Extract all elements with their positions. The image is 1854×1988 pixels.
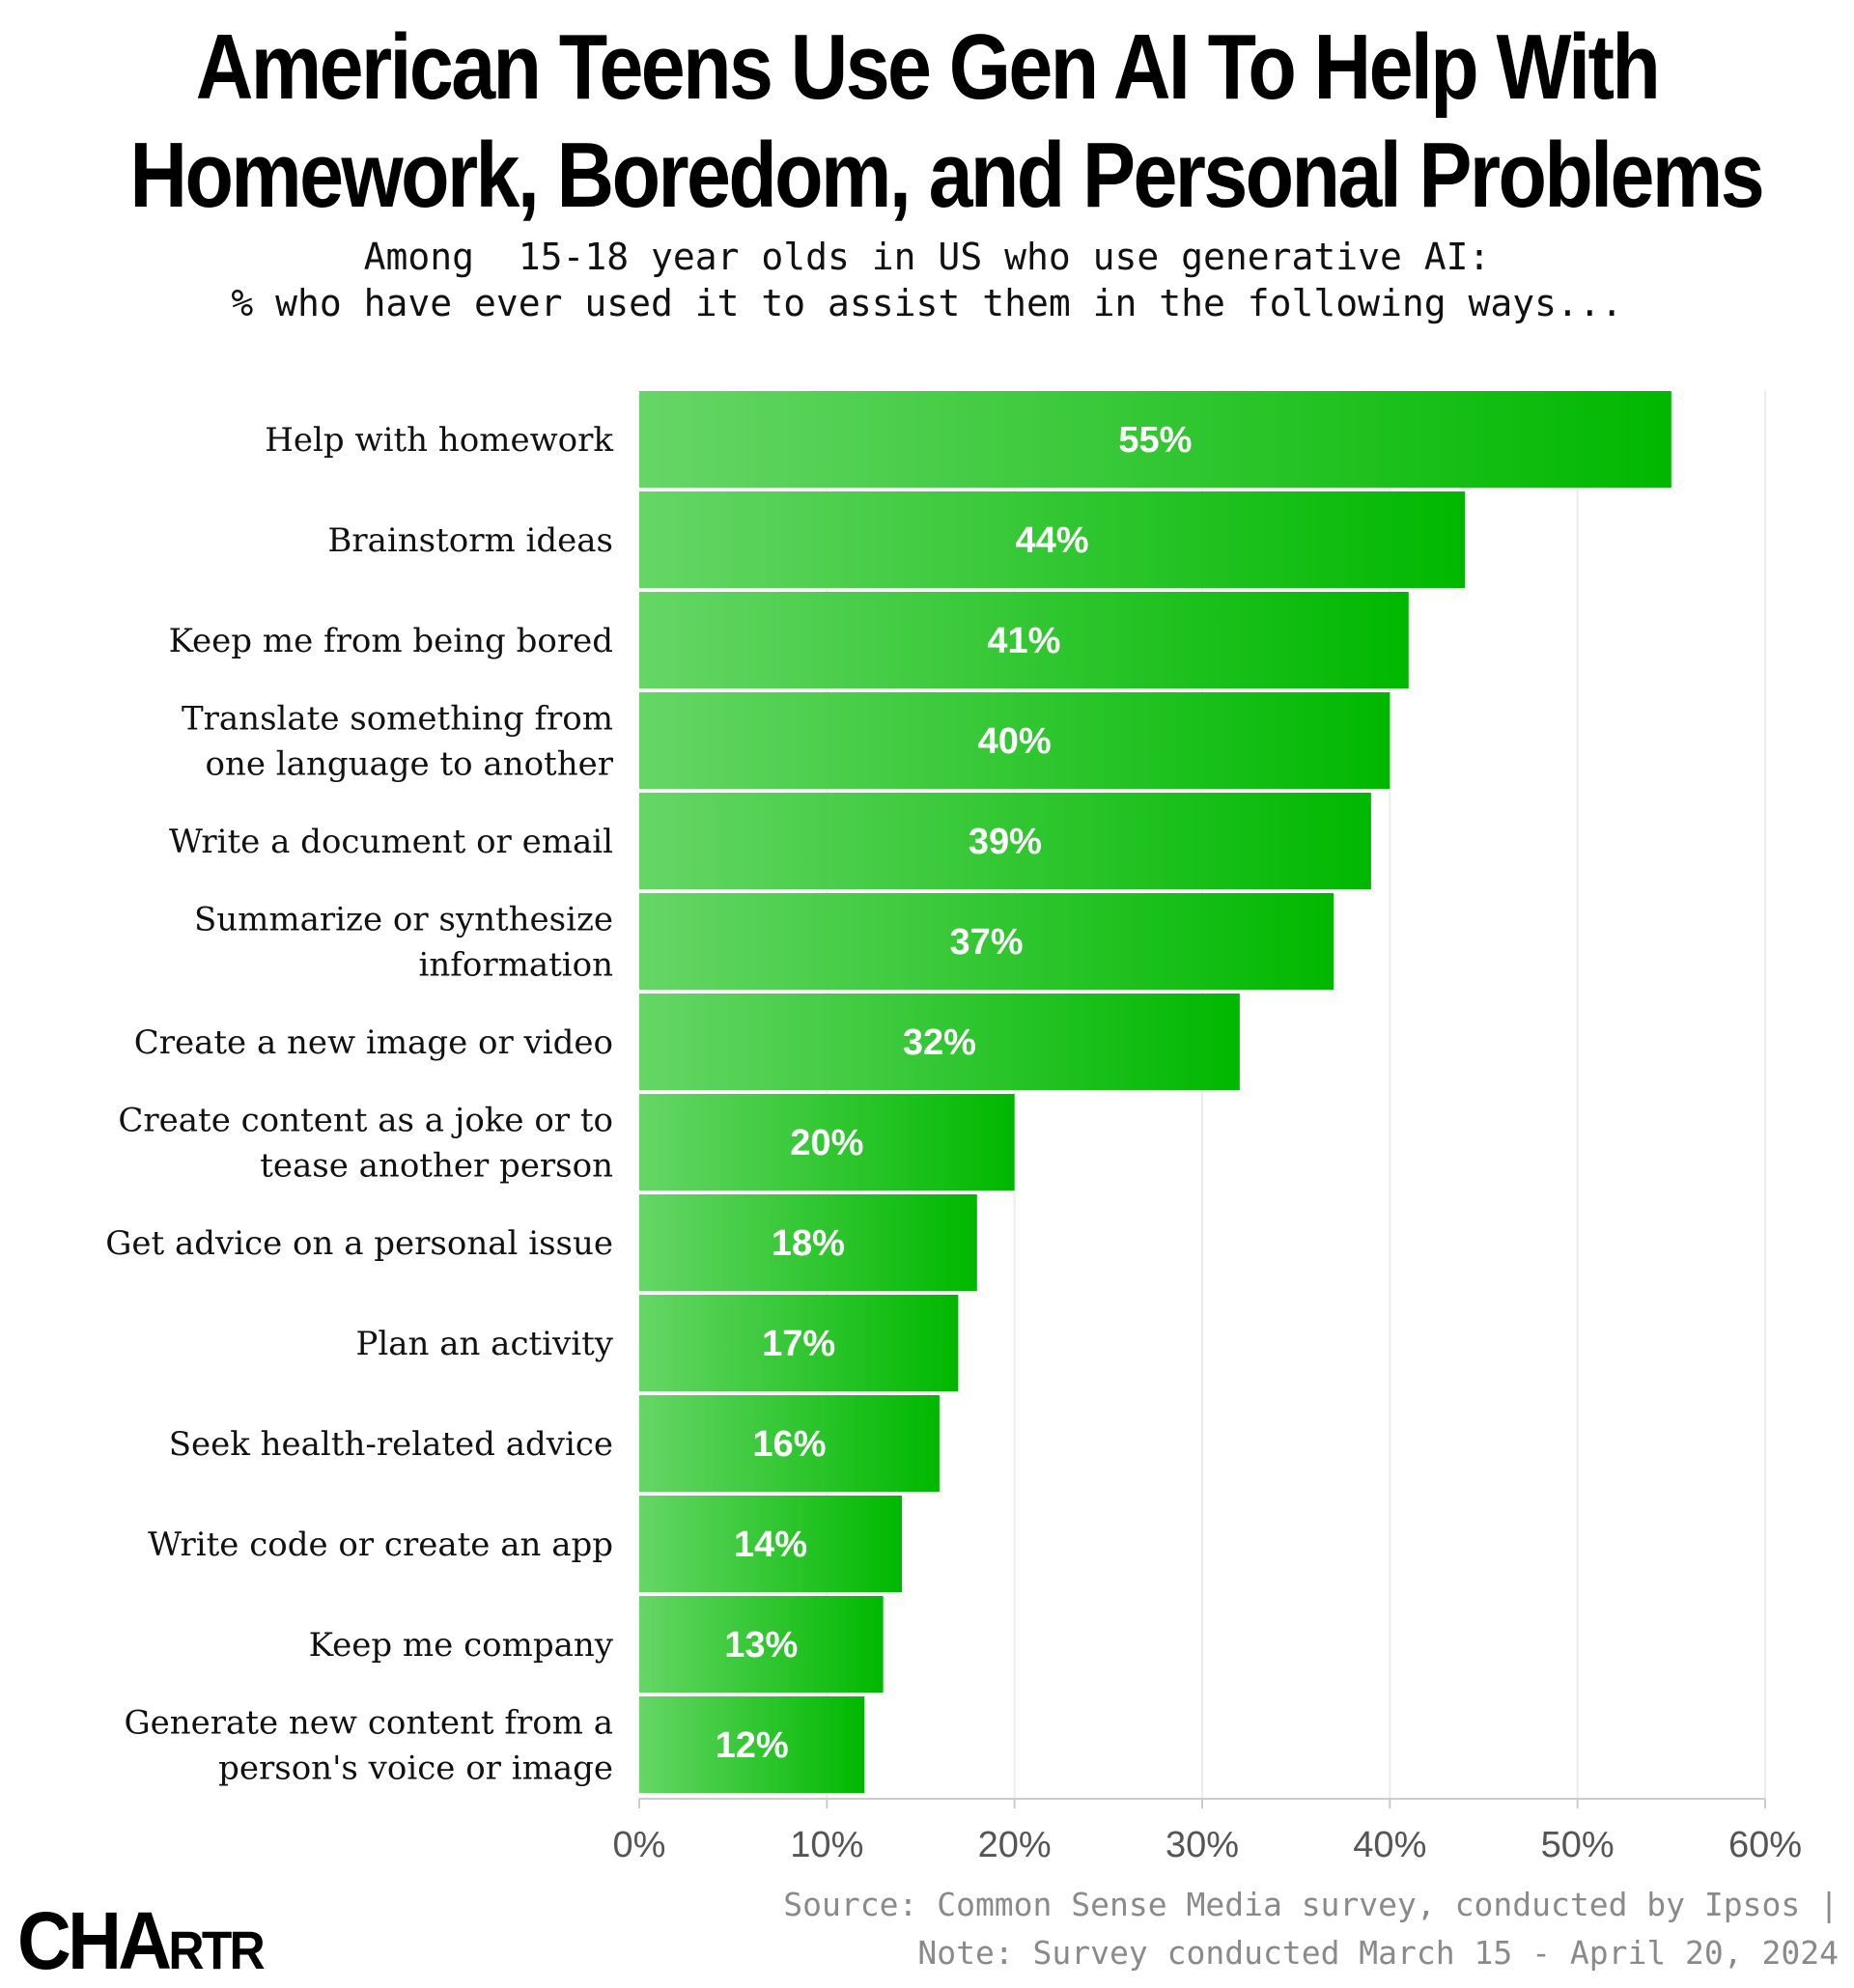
bar-chart: 55% 44% 41% 40% 39% 37% 32% 20% 18% 17% 16% 14% 13% 1… — [105, 391, 1802, 1865]
chart-title-line-1: American Teens Use Gen AI To Help With — [195, 15, 1661, 119]
x-tick-label-20: 20% — [978, 1825, 1052, 1865]
category-label-11: Write code or create an app — [148, 1526, 613, 1564]
bar-value-label-11: 14% — [734, 1525, 807, 1565]
category-label-5-line-0: Summarize or synthesize — [194, 901, 613, 939]
category-label-3-line-0: Translate something from — [182, 700, 613, 739]
category-label-7-line-0: Create content as a joke or to — [118, 1102, 613, 1140]
chart-subtitle: Among 15-18 year olds in US who use gene… — [0, 234, 1854, 326]
x-tick-label-0: 0% — [613, 1825, 666, 1865]
logo-text-small: RTR — [168, 1919, 265, 1980]
bar-value-label-1: 44% — [1016, 520, 1089, 561]
category-label-0: Help with homework — [265, 421, 613, 460]
chartr-logo: CHARTR — [17, 1894, 266, 1988]
bar-value-label-13: 12% — [716, 1725, 789, 1766]
category-label-9: Plan an activity — [355, 1325, 613, 1363]
bar-value-label-4: 39% — [969, 822, 1042, 862]
x-tick-label-50: 50% — [1541, 1825, 1615, 1865]
chart-title: American Teens Use Gen AI To Help With H… — [129, 14, 1764, 230]
bar-value-label-2: 41% — [987, 621, 1060, 661]
category-label-7-line-1: tease another person — [260, 1147, 613, 1186]
bar-8 — [639, 1194, 977, 1291]
category-label-5-line-1: information — [419, 946, 614, 985]
bar-4 — [639, 793, 1371, 889]
bar-5 — [639, 893, 1334, 990]
bar-value-label-9: 17% — [762, 1324, 835, 1364]
bar-value-label-7: 20% — [790, 1123, 863, 1163]
category-label-13-line-1: person's voice or image — [218, 1750, 613, 1788]
note-line: Note: Survey conducted March 15 - April … — [917, 1934, 1839, 1972]
bar-value-label-8: 18% — [772, 1223, 845, 1264]
x-axis: 0% 10% 20% 30% 40% 50% 60% — [613, 1798, 1802, 1865]
x-tick-label-10: 10% — [790, 1825, 863, 1865]
source-line: Source: Common Sense Media survey, condu… — [783, 1886, 1839, 1923]
bar-12 — [639, 1596, 884, 1693]
chart-subtitle-line-1: Among 15-18 year olds in US who use gene… — [363, 236, 1491, 278]
category-label-10: Seek health-related advice — [169, 1425, 613, 1464]
bars: 55% 44% 41% 40% 39% 37% 32% 20% 18% 17% 16% 14% 13% 1… — [639, 391, 1671, 1793]
category-label-2: Keep me from being bored — [169, 622, 613, 660]
category-labels: Help with homework Brainstorm ideas Keep m… — [105, 421, 614, 1788]
bar-1 — [639, 491, 1466, 588]
chart-title-line-2: Homework, Boredom, and Personal Problems — [129, 124, 1764, 227]
bar-11 — [639, 1496, 903, 1592]
bar-value-label-0: 55% — [1118, 420, 1192, 461]
source-note: Source: Common Sense Media survey, condu… — [783, 1881, 1839, 1977]
bar-value-label-3: 40% — [978, 721, 1052, 762]
category-label-3-line-1: one language to another — [206, 745, 614, 784]
bar-value-label-12: 13% — [724, 1625, 798, 1666]
logo-text-big: CHA — [17, 1895, 172, 1986]
bar-3 — [639, 692, 1390, 789]
bar-value-label-10: 16% — [752, 1424, 826, 1465]
category-label-1: Brainstorm ideas — [327, 521, 613, 560]
bar-9 — [639, 1295, 959, 1391]
x-tick-label-40: 40% — [1353, 1825, 1426, 1865]
bar-10 — [639, 1395, 940, 1492]
bar-value-label-6: 32% — [903, 1022, 976, 1063]
bar-6 — [639, 994, 1240, 1090]
bar-13 — [639, 1696, 865, 1793]
bar-7 — [639, 1094, 1015, 1190]
category-label-12: Keep me company — [309, 1626, 614, 1665]
bar-2 — [639, 592, 1409, 688]
category-label-8: Get advice on a personal issue — [105, 1224, 613, 1263]
category-label-4: Write a document or email — [169, 823, 613, 861]
x-tick-label-30: 30% — [1166, 1825, 1239, 1865]
category-label-13-line-0: Generate new content from a — [124, 1704, 613, 1743]
chart-subtitle-line-2: % who have ever used it to assist them i… — [231, 282, 1623, 324]
x-tick-label-60: 60% — [1728, 1825, 1802, 1865]
bar-value-label-5: 37% — [949, 922, 1023, 963]
bar-0 — [639, 391, 1671, 488]
category-label-6: Create a new image or video — [134, 1023, 613, 1062]
